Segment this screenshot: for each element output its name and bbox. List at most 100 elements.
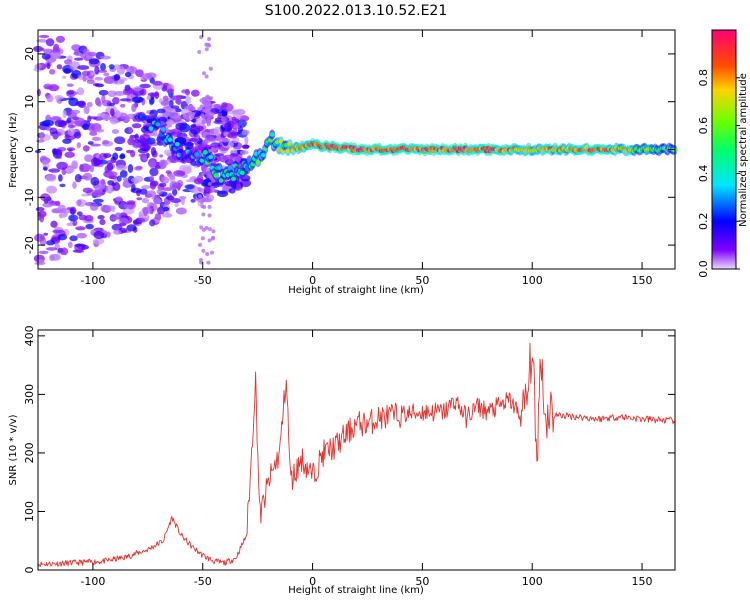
spectrogram-ridge-cell (141, 115, 147, 121)
spectrogram-cell (182, 113, 195, 120)
spectrogram-cell (197, 107, 202, 112)
spectrogram-cell (160, 176, 170, 184)
spectrogram-cell (66, 147, 76, 152)
spectrogram-cell (199, 104, 204, 109)
spectrogram-cell (79, 163, 91, 173)
spectrogram-cell (62, 110, 67, 119)
spectrogram-cell (206, 260, 211, 265)
spectrogram-cell (205, 94, 210, 99)
spectrogram-cell (99, 55, 111, 60)
spectrogram-cell (206, 117, 211, 122)
spectrogram-cell (99, 219, 106, 226)
spectrogram-cell (64, 59, 73, 65)
spectrogram-x-tick-label: 0 (309, 274, 316, 287)
spectrogram-cell (146, 190, 157, 198)
spectrogram-cell (87, 51, 97, 57)
spectrogram-cell (90, 143, 101, 147)
spectrogram-cell (168, 111, 181, 119)
spectrogram-cell (92, 198, 104, 203)
spectrogram-cell (137, 217, 146, 223)
spectrogram-cell (198, 187, 203, 192)
chart-title: S100.2022.013.10.52.E21 (265, 3, 448, 19)
spectrogram-ridge-cell (167, 137, 173, 143)
snr-y-tick-label: 200 (23, 442, 36, 463)
spectrogram-cell (78, 100, 87, 108)
spectrogram-cell (130, 178, 139, 183)
spectrogram-cell (174, 202, 179, 207)
snr-x-tick-label: 150 (632, 575, 653, 588)
spectrogram-cell (160, 101, 170, 107)
spectrogram-cell (97, 100, 102, 107)
spectrogram-cell (203, 131, 208, 136)
spectrogram-cell (207, 238, 212, 243)
spectrogram-cell (73, 57, 84, 61)
spectrogram-cell (50, 253, 61, 261)
spectrogram-cell (190, 124, 197, 128)
spectrogram-cell (201, 71, 206, 76)
spectrogram-cell (64, 167, 75, 173)
spectrogram-cell (94, 83, 104, 88)
spectrogram-cell (152, 80, 163, 86)
spectrogram-cell (141, 197, 149, 204)
spectrogram-cell (83, 105, 90, 115)
snr-y-tick-label: 300 (23, 384, 36, 405)
spectrogram-cell (100, 63, 106, 72)
spectrogram-cell (135, 165, 143, 170)
spectrogram-cell (108, 64, 115, 70)
colorbar: 0.0 0.2 0.4 0.6 0.8 Normalized spectral ampl… (697, 29, 749, 278)
spectrogram-cell (198, 242, 203, 247)
spectrogram-cell (110, 206, 116, 213)
spectrogram-cell (239, 150, 249, 155)
spectrogram-cell (111, 129, 120, 134)
spectrogram-cell (204, 74, 209, 79)
spectrogram-cell (55, 200, 61, 207)
snr-y-tick-label: 400 (23, 325, 36, 346)
spectrogram-cell (201, 212, 206, 217)
spectrogram-cell (135, 69, 144, 77)
spectrogram-cell (113, 73, 121, 81)
spectrogram-cell (106, 162, 114, 172)
spectrogram-ridge-cell (194, 152, 200, 157)
spectrogram-cell (204, 137, 216, 142)
spectrogram-cell (158, 159, 168, 168)
spectrogram-cell (58, 174, 63, 182)
spectrogram-cell (210, 185, 215, 190)
spectrogram-cell (149, 181, 157, 190)
spectrogram-cell (45, 174, 57, 182)
colorbar-tick-label: 0.4 (697, 165, 710, 183)
spectrogram-cell (212, 148, 218, 154)
spectrogram-cell (169, 181, 179, 190)
spectrogram-cell (123, 177, 129, 182)
spectrogram-cell (76, 232, 88, 239)
spectrogram-cell (84, 215, 94, 222)
spectrogram-cell (88, 116, 98, 120)
spectrogram-cell (206, 42, 211, 47)
spectrogram-cell (204, 47, 209, 52)
spectrogram-cell (241, 129, 250, 136)
spectrogram-cell (114, 136, 126, 145)
spectrogram-cell (176, 179, 184, 188)
spectrogram-cell (213, 103, 222, 109)
spectrogram-cell (210, 250, 215, 255)
spectrogram-cell (38, 34, 50, 39)
spectrogram-cell (211, 178, 216, 183)
spectrogram-cell (113, 229, 122, 235)
spectrogram-cell (42, 202, 53, 208)
snr-xlabel: Height of straight line (km) (288, 585, 424, 596)
spectrogram-ridge-cell (230, 176, 236, 182)
spectrogram-cell (103, 153, 112, 159)
spectrogram-cell (97, 69, 108, 73)
spectrogram-cell (66, 90, 75, 95)
spectrogram-cell (235, 183, 242, 190)
spectrogram-cell (43, 232, 49, 236)
spectrogram-ridge-cell (148, 126, 154, 131)
spectrogram-cell (45, 240, 56, 246)
spectrogram-cell (231, 116, 237, 121)
spectrogram-cell (218, 140, 224, 146)
spectrogram-cell (63, 68, 71, 74)
spectrogram-ridge-cell (218, 178, 224, 183)
spectrogram-cell (77, 199, 82, 206)
spectrogram-cell (119, 112, 128, 120)
spectrogram-cell (126, 224, 137, 232)
